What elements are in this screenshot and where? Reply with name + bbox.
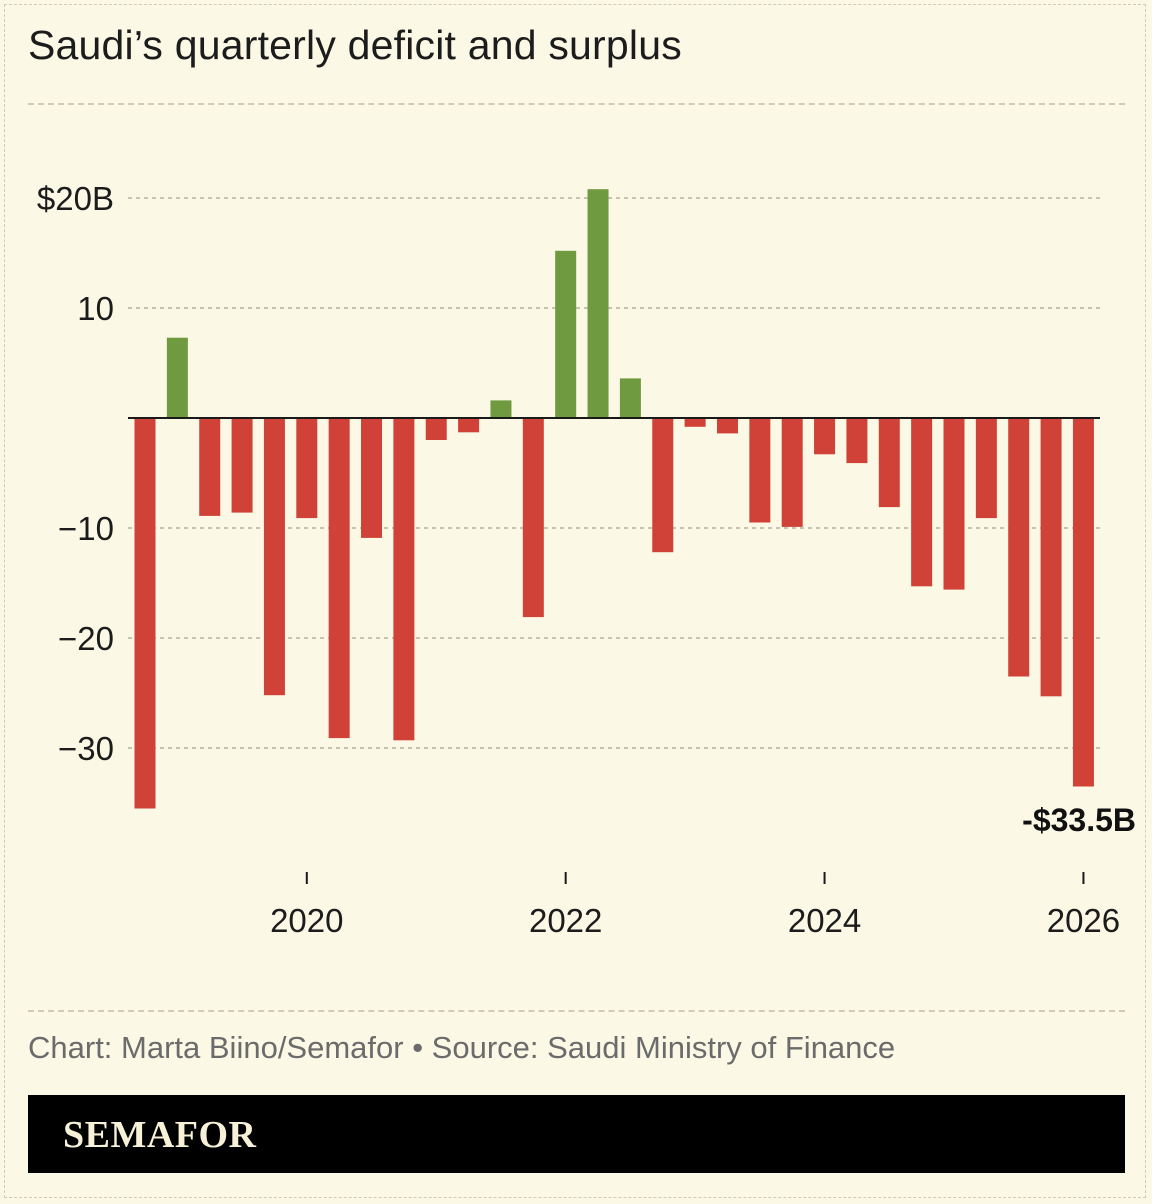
deficit-bar: [199, 418, 221, 516]
source-credit: Chart: Marta Biino/Semafor • Source: Sau…: [28, 1030, 896, 1065]
deficit-bar: [361, 418, 383, 538]
deficit-bar: [652, 418, 674, 553]
deficit-bar: [716, 418, 738, 434]
deficit-bar: [328, 418, 350, 739]
surplus-bar: [555, 250, 577, 418]
deficit-bar: [1040, 418, 1062, 697]
last-value-annotation: -$33.5B: [1022, 802, 1136, 838]
deficit-bar: [846, 418, 868, 464]
brand-logo: SEMAFOR: [63, 1114, 257, 1156]
surplus-bar: [619, 378, 641, 418]
y-tick-label: −10: [58, 510, 114, 547]
footer-divider: [28, 1010, 1125, 1012]
deficit-bar: [134, 418, 156, 809]
deficit-bar: [458, 418, 480, 433]
deficit-bar: [425, 418, 447, 440]
deficit-bar: [231, 418, 253, 513]
deficit-bar: [296, 418, 318, 519]
surplus-bar: [587, 189, 609, 418]
bar-chart: $20B 10 −10 −20 −30 2020 2022 2024 2026 -$33.5B: [37, 180, 1136, 939]
deficit-bar: [393, 418, 415, 741]
chart-frame: [4, 4, 1146, 1198]
y-tick-label: 10: [77, 290, 114, 327]
chart-title: Saudi’s quarterly deficit and surplus: [28, 22, 682, 68]
brand-bar: SEMAFOR: [28, 1095, 1125, 1173]
surplus-bar: [166, 337, 188, 418]
x-tick-label: 2020: [270, 902, 343, 939]
x-tick-label: 2026: [1047, 902, 1120, 939]
gridlines: [128, 197, 1100, 749]
title-divider: [28, 103, 1125, 105]
bars: [134, 189, 1094, 809]
deficit-bar: [975, 418, 997, 519]
deficit-bar: [684, 418, 706, 427]
x-tick-label: 2022: [529, 902, 602, 939]
x-axis: 2020 2022 2024 2026: [270, 872, 1120, 939]
x-tick-label: 2024: [788, 902, 861, 939]
y-tick-label: −20: [58, 620, 114, 657]
deficit-bar: [1008, 418, 1030, 677]
surplus-bar: [490, 400, 512, 418]
deficit-bar: [749, 418, 771, 523]
deficit-bar: [1072, 418, 1094, 787]
deficit-bar: [781, 418, 803, 527]
y-axis-labels: $20B 10 −10 −20 −30: [37, 180, 114, 767]
deficit-bar: [263, 418, 285, 696]
y-tick-label: −30: [58, 730, 114, 767]
deficit-bar: [943, 418, 965, 590]
deficit-bar: [911, 418, 933, 587]
y-tick-label: $20B: [37, 180, 114, 217]
deficit-bar: [878, 418, 900, 508]
deficit-bar: [522, 418, 544, 618]
deficit-bar: [814, 418, 836, 455]
